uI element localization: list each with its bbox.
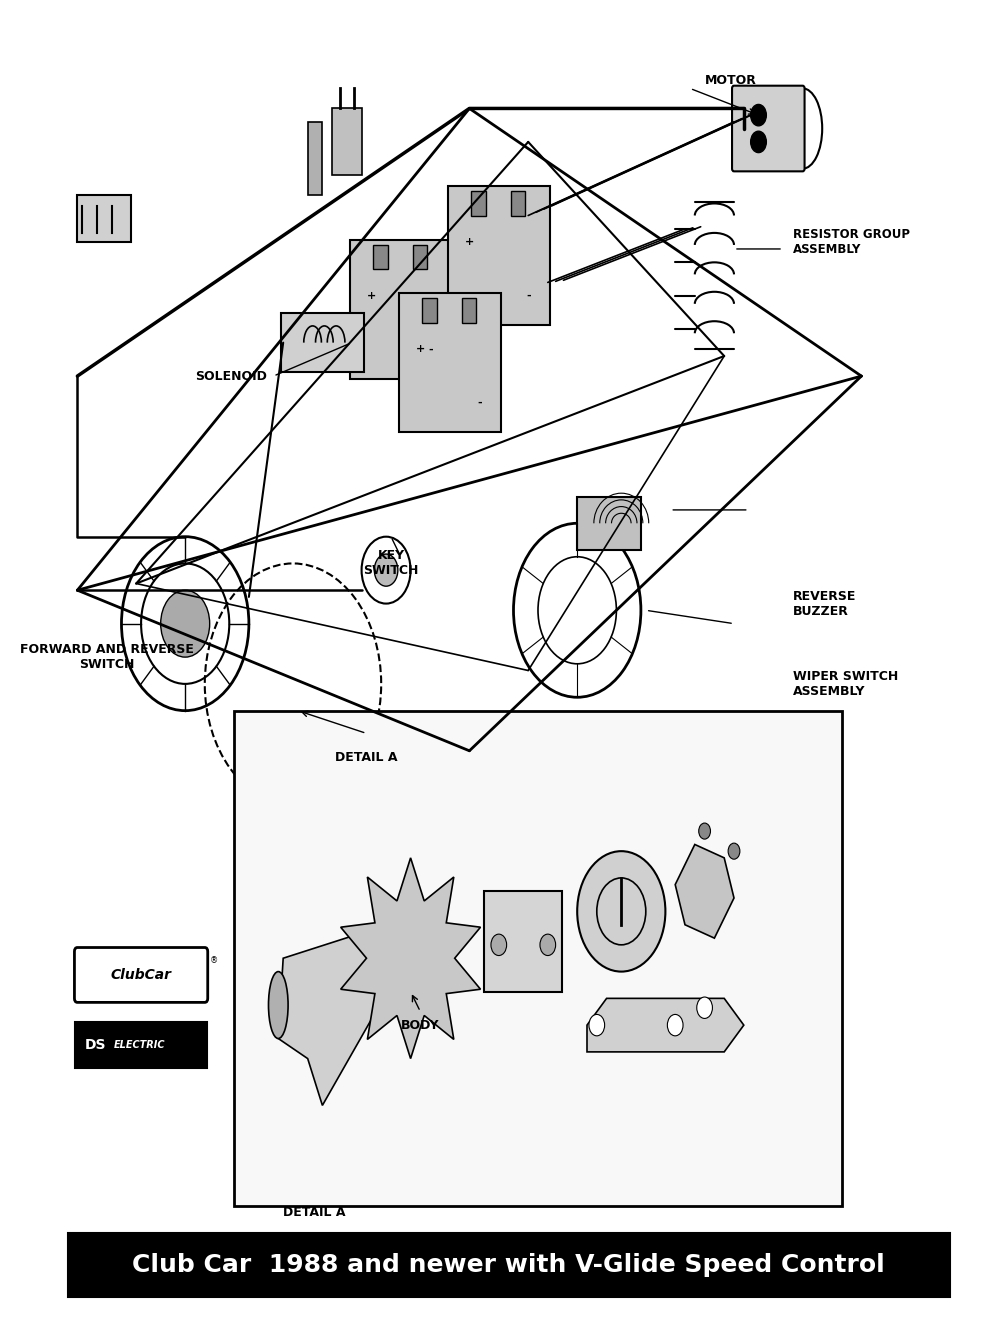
Bar: [422, 299, 437, 323]
Polygon shape: [675, 845, 734, 939]
Bar: [471, 192, 486, 216]
Text: FORWARD AND REVERSE
SWITCH: FORWARD AND REVERSE SWITCH: [20, 644, 194, 670]
FancyBboxPatch shape: [448, 186, 550, 326]
Bar: [373, 245, 388, 270]
Circle shape: [751, 105, 766, 126]
Circle shape: [491, 935, 507, 956]
Text: Club Car  1988 and newer with V-Glide Speed Control: Club Car 1988 and newer with V-Glide Spe…: [132, 1252, 885, 1277]
Bar: [462, 299, 476, 323]
Text: -: -: [526, 291, 531, 300]
Circle shape: [728, 843, 740, 860]
Circle shape: [161, 590, 210, 657]
Text: ®: ®: [210, 956, 218, 966]
Circle shape: [697, 996, 712, 1018]
Circle shape: [589, 1014, 605, 1035]
FancyBboxPatch shape: [399, 294, 501, 432]
Bar: [511, 192, 525, 216]
Ellipse shape: [268, 972, 288, 1038]
Text: ClubCar: ClubCar: [111, 968, 172, 982]
Text: +: +: [416, 345, 425, 354]
Text: +: +: [367, 291, 376, 300]
Text: MOTOR: MOTOR: [705, 74, 756, 87]
Text: -: -: [477, 398, 482, 408]
Circle shape: [699, 823, 710, 839]
Text: WIPER SWITCH
ASSEMBLY: WIPER SWITCH ASSEMBLY: [793, 670, 898, 697]
Text: BODY: BODY: [401, 1019, 440, 1031]
Circle shape: [751, 131, 766, 153]
FancyBboxPatch shape: [74, 948, 208, 1002]
Circle shape: [374, 554, 398, 586]
Text: KEY
SWITCH: KEY SWITCH: [363, 550, 419, 578]
Bar: [484, 892, 562, 992]
Text: RESISTOR GROUP
ASSEMBLY: RESISTOR GROUP ASSEMBLY: [793, 228, 910, 256]
FancyBboxPatch shape: [732, 86, 805, 172]
Text: -: -: [428, 345, 433, 354]
Text: DS: DS: [84, 1038, 106, 1053]
Polygon shape: [587, 998, 744, 1051]
FancyBboxPatch shape: [350, 240, 452, 378]
Bar: [77, 196, 131, 243]
Text: ELECTRIC: ELECTRIC: [113, 1041, 165, 1050]
Circle shape: [577, 852, 665, 972]
Text: REVERSE
BUZZER: REVERSE BUZZER: [793, 590, 856, 618]
FancyBboxPatch shape: [281, 314, 364, 371]
Bar: [577, 496, 641, 550]
Bar: [68, 1232, 950, 1297]
Text: +: +: [465, 237, 474, 247]
Circle shape: [540, 935, 556, 956]
Circle shape: [667, 1014, 683, 1035]
FancyBboxPatch shape: [75, 1022, 207, 1067]
Polygon shape: [278, 932, 391, 1105]
Bar: [234, 711, 842, 1206]
Text: SOLENOID: SOLENOID: [195, 370, 267, 382]
Text: DETAIL A: DETAIL A: [335, 751, 398, 764]
Bar: [332, 109, 362, 176]
Bar: [308, 122, 322, 196]
Text: DETAIL A: DETAIL A: [283, 1206, 346, 1219]
Bar: [413, 245, 427, 270]
Polygon shape: [341, 858, 480, 1058]
